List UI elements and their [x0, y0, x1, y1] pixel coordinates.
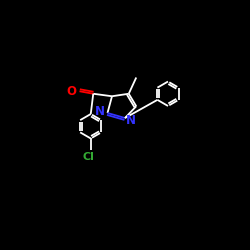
- Text: Cl: Cl: [83, 152, 95, 162]
- Text: N: N: [94, 105, 104, 118]
- Text: N: N: [126, 114, 136, 127]
- Text: O: O: [66, 85, 76, 98]
